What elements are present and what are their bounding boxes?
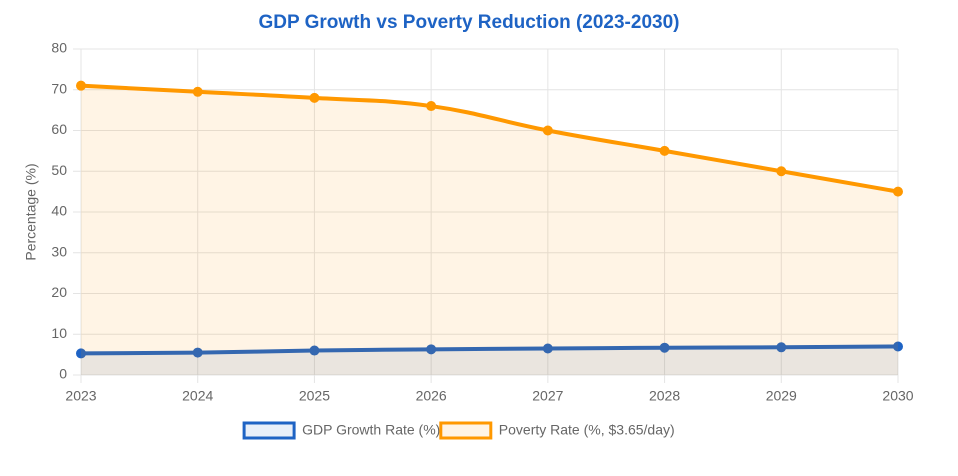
line xyxy=(80,344,899,356)
x-tick-label: 2024 xyxy=(182,388,213,404)
y-axis-label: Percentage (%) xyxy=(23,163,39,260)
legend-swatch xyxy=(242,421,296,440)
point xyxy=(659,145,670,156)
legend-label: Poverty Rate (%, $3.65/day) xyxy=(499,422,675,438)
y-tick-label: 20 xyxy=(51,284,67,300)
point xyxy=(542,125,553,136)
point xyxy=(659,342,670,353)
series-group xyxy=(76,80,903,376)
y-tick-label: 40 xyxy=(51,203,67,219)
x-tick-label: 2026 xyxy=(416,388,447,404)
point xyxy=(893,341,903,352)
y-tick-label: 30 xyxy=(51,243,67,259)
point xyxy=(192,347,203,358)
area xyxy=(81,346,898,375)
x-tick-label: 2027 xyxy=(532,388,563,404)
point xyxy=(309,92,320,103)
point xyxy=(776,166,787,177)
point xyxy=(192,86,203,97)
y-tick-label: 70 xyxy=(51,80,67,96)
x-tick-label: 2025 xyxy=(299,388,330,404)
y-tick-label: 10 xyxy=(51,325,67,341)
point xyxy=(76,80,86,91)
legend-swatch xyxy=(439,421,493,440)
point xyxy=(426,344,437,355)
x-tick-label: 2029 xyxy=(766,388,797,404)
y-tick-label: 80 xyxy=(51,40,67,56)
point xyxy=(76,348,86,359)
x-tick-label: 2028 xyxy=(649,388,680,404)
area xyxy=(81,85,898,376)
x-tick-label: 2030 xyxy=(882,388,913,404)
point xyxy=(309,345,320,356)
y-tick-label: 60 xyxy=(51,121,67,137)
legend-label: GDP Growth Rate (%) xyxy=(302,422,440,438)
point xyxy=(776,342,787,353)
y-tick-label: 50 xyxy=(51,162,67,178)
line xyxy=(80,83,899,194)
point xyxy=(542,343,553,354)
x-tick-label: 2023 xyxy=(65,388,96,404)
point xyxy=(893,186,903,197)
y-tick-label: 0 xyxy=(59,366,67,382)
chart-title: GDP Growth vs Poverty Reduction (2023-20… xyxy=(259,12,680,33)
point xyxy=(426,101,437,112)
series-group xyxy=(76,341,903,375)
